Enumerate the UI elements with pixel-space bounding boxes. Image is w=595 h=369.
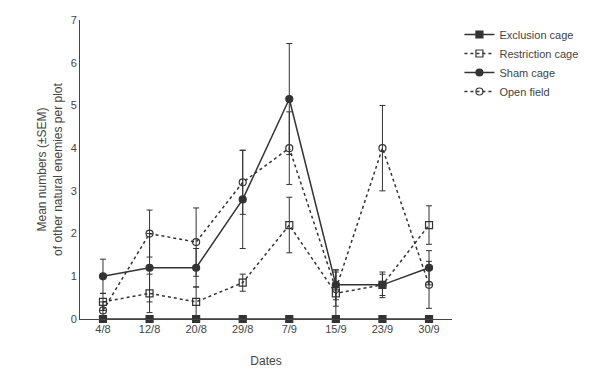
svg-text:30/9: 30/9 <box>418 323 439 335</box>
svg-text:4: 4 <box>71 142 77 154</box>
svg-text:5: 5 <box>71 99 77 111</box>
svg-text:Exclusion cage: Exclusion cage <box>499 29 573 41</box>
svg-text:29/8: 29/8 <box>232 323 253 335</box>
svg-text:12/8: 12/8 <box>139 323 160 335</box>
svg-text:7/9: 7/9 <box>282 323 297 335</box>
svg-text:4/8: 4/8 <box>95 323 110 335</box>
svg-text:Dates: Dates <box>250 354 281 368</box>
svg-text:Sham cage: Sham cage <box>499 67 555 79</box>
svg-text:6: 6 <box>71 57 77 69</box>
svg-text:20/8: 20/8 <box>185 323 206 335</box>
svg-text:0: 0 <box>71 313 77 325</box>
svg-text:3: 3 <box>71 185 77 197</box>
svg-text:23/9: 23/9 <box>372 323 393 335</box>
svg-text:Restriction cage: Restriction cage <box>499 48 578 60</box>
svg-text:Mean numbers (±SEM)of other na: Mean numbers (±SEM)of other natural enem… <box>35 82 65 255</box>
svg-text:1: 1 <box>71 270 77 282</box>
svg-text:15/9: 15/9 <box>325 323 346 335</box>
svg-text:2: 2 <box>71 227 77 239</box>
svg-text:Open field: Open field <box>499 86 549 98</box>
svg-text:7: 7 <box>71 14 77 26</box>
